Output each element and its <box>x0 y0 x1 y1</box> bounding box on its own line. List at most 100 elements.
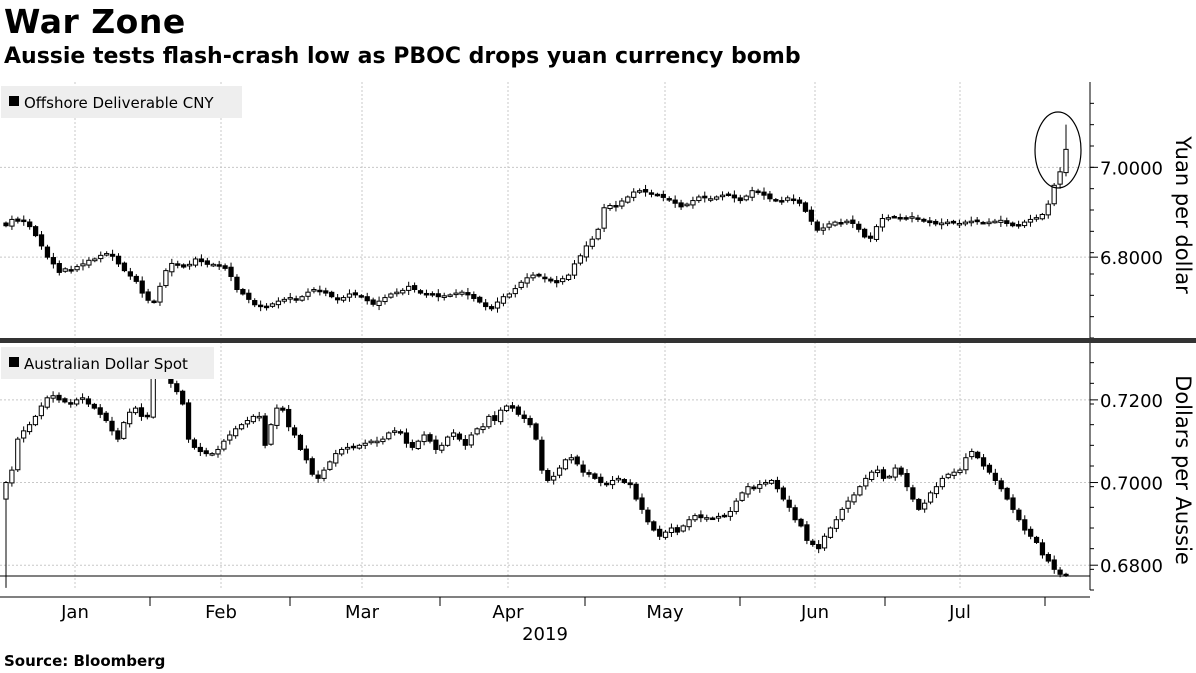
candle <box>50 252 57 269</box>
candle <box>321 467 327 482</box>
candle <box>715 512 722 522</box>
candle <box>465 287 471 300</box>
candle <box>56 392 62 403</box>
candle <box>228 262 234 282</box>
candle <box>863 474 869 490</box>
candle <box>382 294 388 305</box>
candle <box>721 513 728 518</box>
candle <box>439 442 445 454</box>
candle <box>814 219 820 233</box>
candle <box>755 188 761 195</box>
candle <box>9 215 15 230</box>
candle <box>480 423 486 434</box>
candle <box>386 431 392 441</box>
candle <box>751 484 757 491</box>
candle <box>601 203 607 233</box>
candle <box>263 303 270 311</box>
candle <box>409 439 415 451</box>
candle <box>927 217 933 227</box>
ytick-label: 0.6800 <box>1100 556 1163 577</box>
candle <box>686 516 692 531</box>
candle <box>503 404 510 413</box>
candle <box>186 260 193 270</box>
candle <box>506 292 512 299</box>
candle <box>309 456 315 477</box>
candle <box>127 408 133 428</box>
candle <box>909 212 915 223</box>
candle <box>293 295 299 303</box>
candle <box>737 194 743 204</box>
candle <box>891 214 897 219</box>
candle <box>684 202 690 208</box>
candle <box>844 218 850 225</box>
candle <box>668 523 675 537</box>
candle <box>138 403 145 421</box>
candle <box>560 275 566 285</box>
candle <box>944 219 951 227</box>
candle <box>592 472 598 480</box>
candle <box>174 380 180 395</box>
candle <box>827 526 834 539</box>
candle <box>98 251 104 263</box>
candle <box>92 257 98 263</box>
candle <box>856 221 862 233</box>
candle <box>380 436 386 445</box>
candle <box>551 471 557 485</box>
candle <box>352 289 359 298</box>
candle <box>625 195 631 204</box>
candle <box>86 257 92 269</box>
candle <box>904 469 910 492</box>
candle <box>411 282 418 293</box>
candle <box>933 482 940 499</box>
candle <box>922 499 928 513</box>
month-label-mar: Mar <box>345 602 380 623</box>
candle <box>333 449 339 467</box>
candle <box>1039 539 1046 559</box>
candle <box>980 454 987 470</box>
candle <box>839 507 845 522</box>
candle <box>468 432 474 448</box>
candle <box>299 295 305 302</box>
candle <box>15 216 21 224</box>
candle <box>874 465 881 478</box>
candle <box>32 414 39 427</box>
highlight-circle <box>1034 111 1082 189</box>
candle <box>568 454 574 464</box>
candle <box>790 194 797 205</box>
candle <box>453 289 459 298</box>
candle <box>494 297 501 313</box>
candle <box>392 427 398 436</box>
candle <box>3 221 9 228</box>
candle <box>133 274 139 284</box>
candle <box>810 538 816 547</box>
candle <box>191 437 198 450</box>
cny-candles <box>3 124 1069 313</box>
candle <box>376 296 382 311</box>
candle <box>518 280 524 290</box>
candle <box>796 196 803 207</box>
candle <box>763 479 769 487</box>
candle <box>571 260 578 279</box>
candle <box>132 405 139 415</box>
candle <box>969 448 975 460</box>
candle <box>50 391 56 403</box>
candle <box>233 425 239 439</box>
candle <box>68 398 74 408</box>
candle <box>286 404 292 432</box>
candle <box>957 467 963 475</box>
candle <box>62 397 68 404</box>
candle <box>429 291 436 298</box>
month-label-feb: Feb <box>205 602 237 623</box>
candle <box>268 423 274 446</box>
legend-aud: Australian Dollar Spot <box>24 355 188 373</box>
candle <box>441 292 447 301</box>
candle <box>654 192 661 197</box>
candle <box>15 436 21 472</box>
candle <box>780 485 786 502</box>
candle <box>713 195 720 201</box>
candle <box>1022 515 1028 535</box>
candle <box>536 272 542 278</box>
month-label-jan: Jan <box>60 602 89 623</box>
candle <box>358 294 364 299</box>
candle <box>950 219 957 225</box>
